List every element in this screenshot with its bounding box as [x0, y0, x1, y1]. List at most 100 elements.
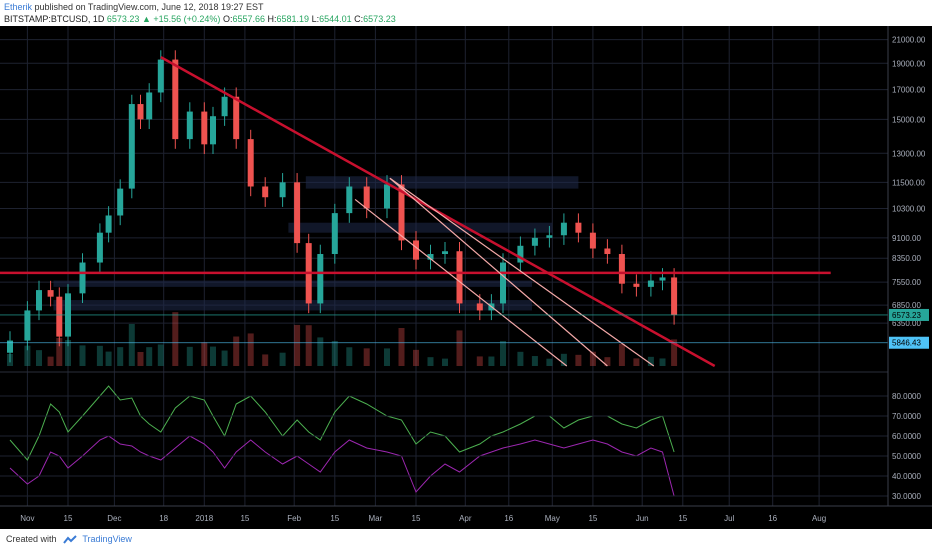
oscillator-tick-label: 80.0000 — [892, 392, 921, 401]
price-tag-label: 5846.43 — [892, 339, 921, 348]
candle-body — [186, 111, 193, 140]
tradingview-link[interactable]: TradingView — [82, 534, 132, 544]
time-axis-background — [0, 506, 932, 529]
price-change: +15.56 (+0.24%) — [153, 14, 221, 24]
volume-bar — [117, 347, 124, 366]
volume-bar — [413, 349, 419, 366]
symbol-label: BITSTAMP:BTCUSD, 1D — [4, 14, 105, 24]
x-tick-label: May — [545, 514, 560, 523]
candle-body — [560, 222, 567, 236]
candle-body — [604, 248, 611, 255]
candle-body — [500, 262, 506, 304]
candle-body — [589, 232, 596, 249]
x-tick-label: 15 — [588, 514, 597, 523]
x-tick-label: 18 — [159, 514, 168, 523]
oscillator-pane — [0, 385, 888, 497]
volume-bars — [7, 312, 678, 366]
oscillator-tick-label: 30.0000 — [892, 492, 921, 501]
volume-bar — [317, 337, 324, 366]
volume-bar — [221, 350, 228, 366]
high-label: H: — [267, 14, 277, 24]
y-tick-label: 8350.00 — [892, 254, 921, 263]
y-tick-label: 17000.00 — [892, 86, 926, 95]
candle-body — [294, 182, 301, 244]
volume-bar — [146, 347, 153, 366]
volume-bar — [363, 348, 370, 366]
candle-body — [24, 310, 31, 341]
support-zone — [305, 176, 579, 189]
x-tick-label: Apr — [459, 514, 472, 523]
y-tick-label: 21000.00 — [892, 36, 926, 45]
close-value: 6573.23 — [363, 14, 396, 24]
x-tick-label: 15 — [412, 514, 421, 523]
close-label: C: — [354, 14, 364, 24]
volume-bar — [500, 340, 506, 366]
candle-body — [384, 184, 390, 209]
volume-bar — [172, 312, 179, 366]
channel-line — [389, 177, 608, 367]
price-axis[interactable]: 21000.00 19000.00 17000.00 15000.00 13000.00… — [887, 26, 932, 529]
x-tick-label: 15 — [64, 514, 73, 523]
volume-bar — [233, 336, 240, 366]
volume-bar — [647, 356, 654, 366]
volume-bar — [157, 344, 164, 366]
y-tick-label: 10300.00 — [892, 204, 926, 213]
price-chart[interactable]: 21000.00 19000.00 17000.00 15000.00 13000.00… — [0, 26, 932, 529]
volume-bar — [294, 324, 301, 366]
candle-body — [346, 186, 353, 214]
chart-background — [0, 26, 932, 529]
candle-body — [221, 96, 228, 117]
candle-body — [210, 116, 216, 145]
channel-line — [354, 198, 568, 367]
open-label: O: — [222, 14, 233, 24]
volume-bar — [671, 339, 678, 366]
price-tag-label: 6573.23 — [892, 311, 921, 320]
candle-body — [531, 237, 538, 246]
volume-bar — [346, 347, 353, 366]
candle-body — [317, 254, 324, 304]
created-with-text: Created with — [6, 534, 57, 544]
volume-bar — [398, 328, 405, 366]
volume-bar — [331, 340, 338, 366]
oscillator-tick-label: 50.0000 — [892, 452, 921, 461]
volume-bar — [247, 333, 254, 366]
x-tick-label: 2018 — [195, 514, 213, 523]
candle-body — [398, 184, 405, 241]
high-value: 6581.19 — [276, 14, 310, 24]
volume-bar — [384, 348, 390, 366]
volume-bar — [427, 357, 434, 366]
candle-body — [233, 96, 240, 140]
channel-line — [389, 177, 655, 367]
volume-bar — [201, 342, 208, 366]
price-tag — [889, 336, 929, 349]
oscillator-tick-label: 40.0000 — [892, 472, 921, 481]
published-text: published on TradingView.com, June 12, 2… — [34, 2, 264, 12]
trend-lines[interactable] — [0, 56, 888, 368]
volume-bar — [79, 345, 86, 366]
candle-body — [427, 254, 434, 260]
time-axis[interactable]: Nov 15 Dec 18 2018 15 Feb 15 Mar 15 Apr 16 May 15 Jun 1… — [0, 505, 932, 529]
candle-body — [262, 186, 269, 198]
y-tick-label: 11500.00 — [892, 178, 925, 187]
x-tick-label: 16 — [504, 514, 513, 523]
price-axis-background — [888, 26, 932, 529]
candle-body — [633, 283, 640, 287]
candle-body — [279, 182, 286, 198]
candle-body — [117, 188, 124, 216]
x-tick-label: 15 — [330, 514, 339, 523]
candle-body — [56, 296, 63, 337]
candle-body — [137, 104, 144, 120]
candle-body — [96, 232, 103, 263]
author-link[interactable]: Etherik — [4, 2, 33, 12]
candle-body — [47, 290, 54, 297]
volume-bar — [137, 352, 144, 366]
candle-body — [79, 262, 86, 294]
candle-body — [618, 254, 625, 284]
x-tick-label: Aug — [812, 514, 826, 523]
volume-bar — [47, 356, 54, 366]
up-arrow-icon: ▲ — [141, 14, 151, 24]
volume-bar — [262, 354, 269, 366]
highlight-zones — [53, 176, 579, 311]
symbol-ohlc-line: BITSTAMP:BTCUSD, 1D 6573.23 ▲ +15.56 (+0… — [4, 14, 396, 24]
candle-body — [247, 139, 254, 187]
